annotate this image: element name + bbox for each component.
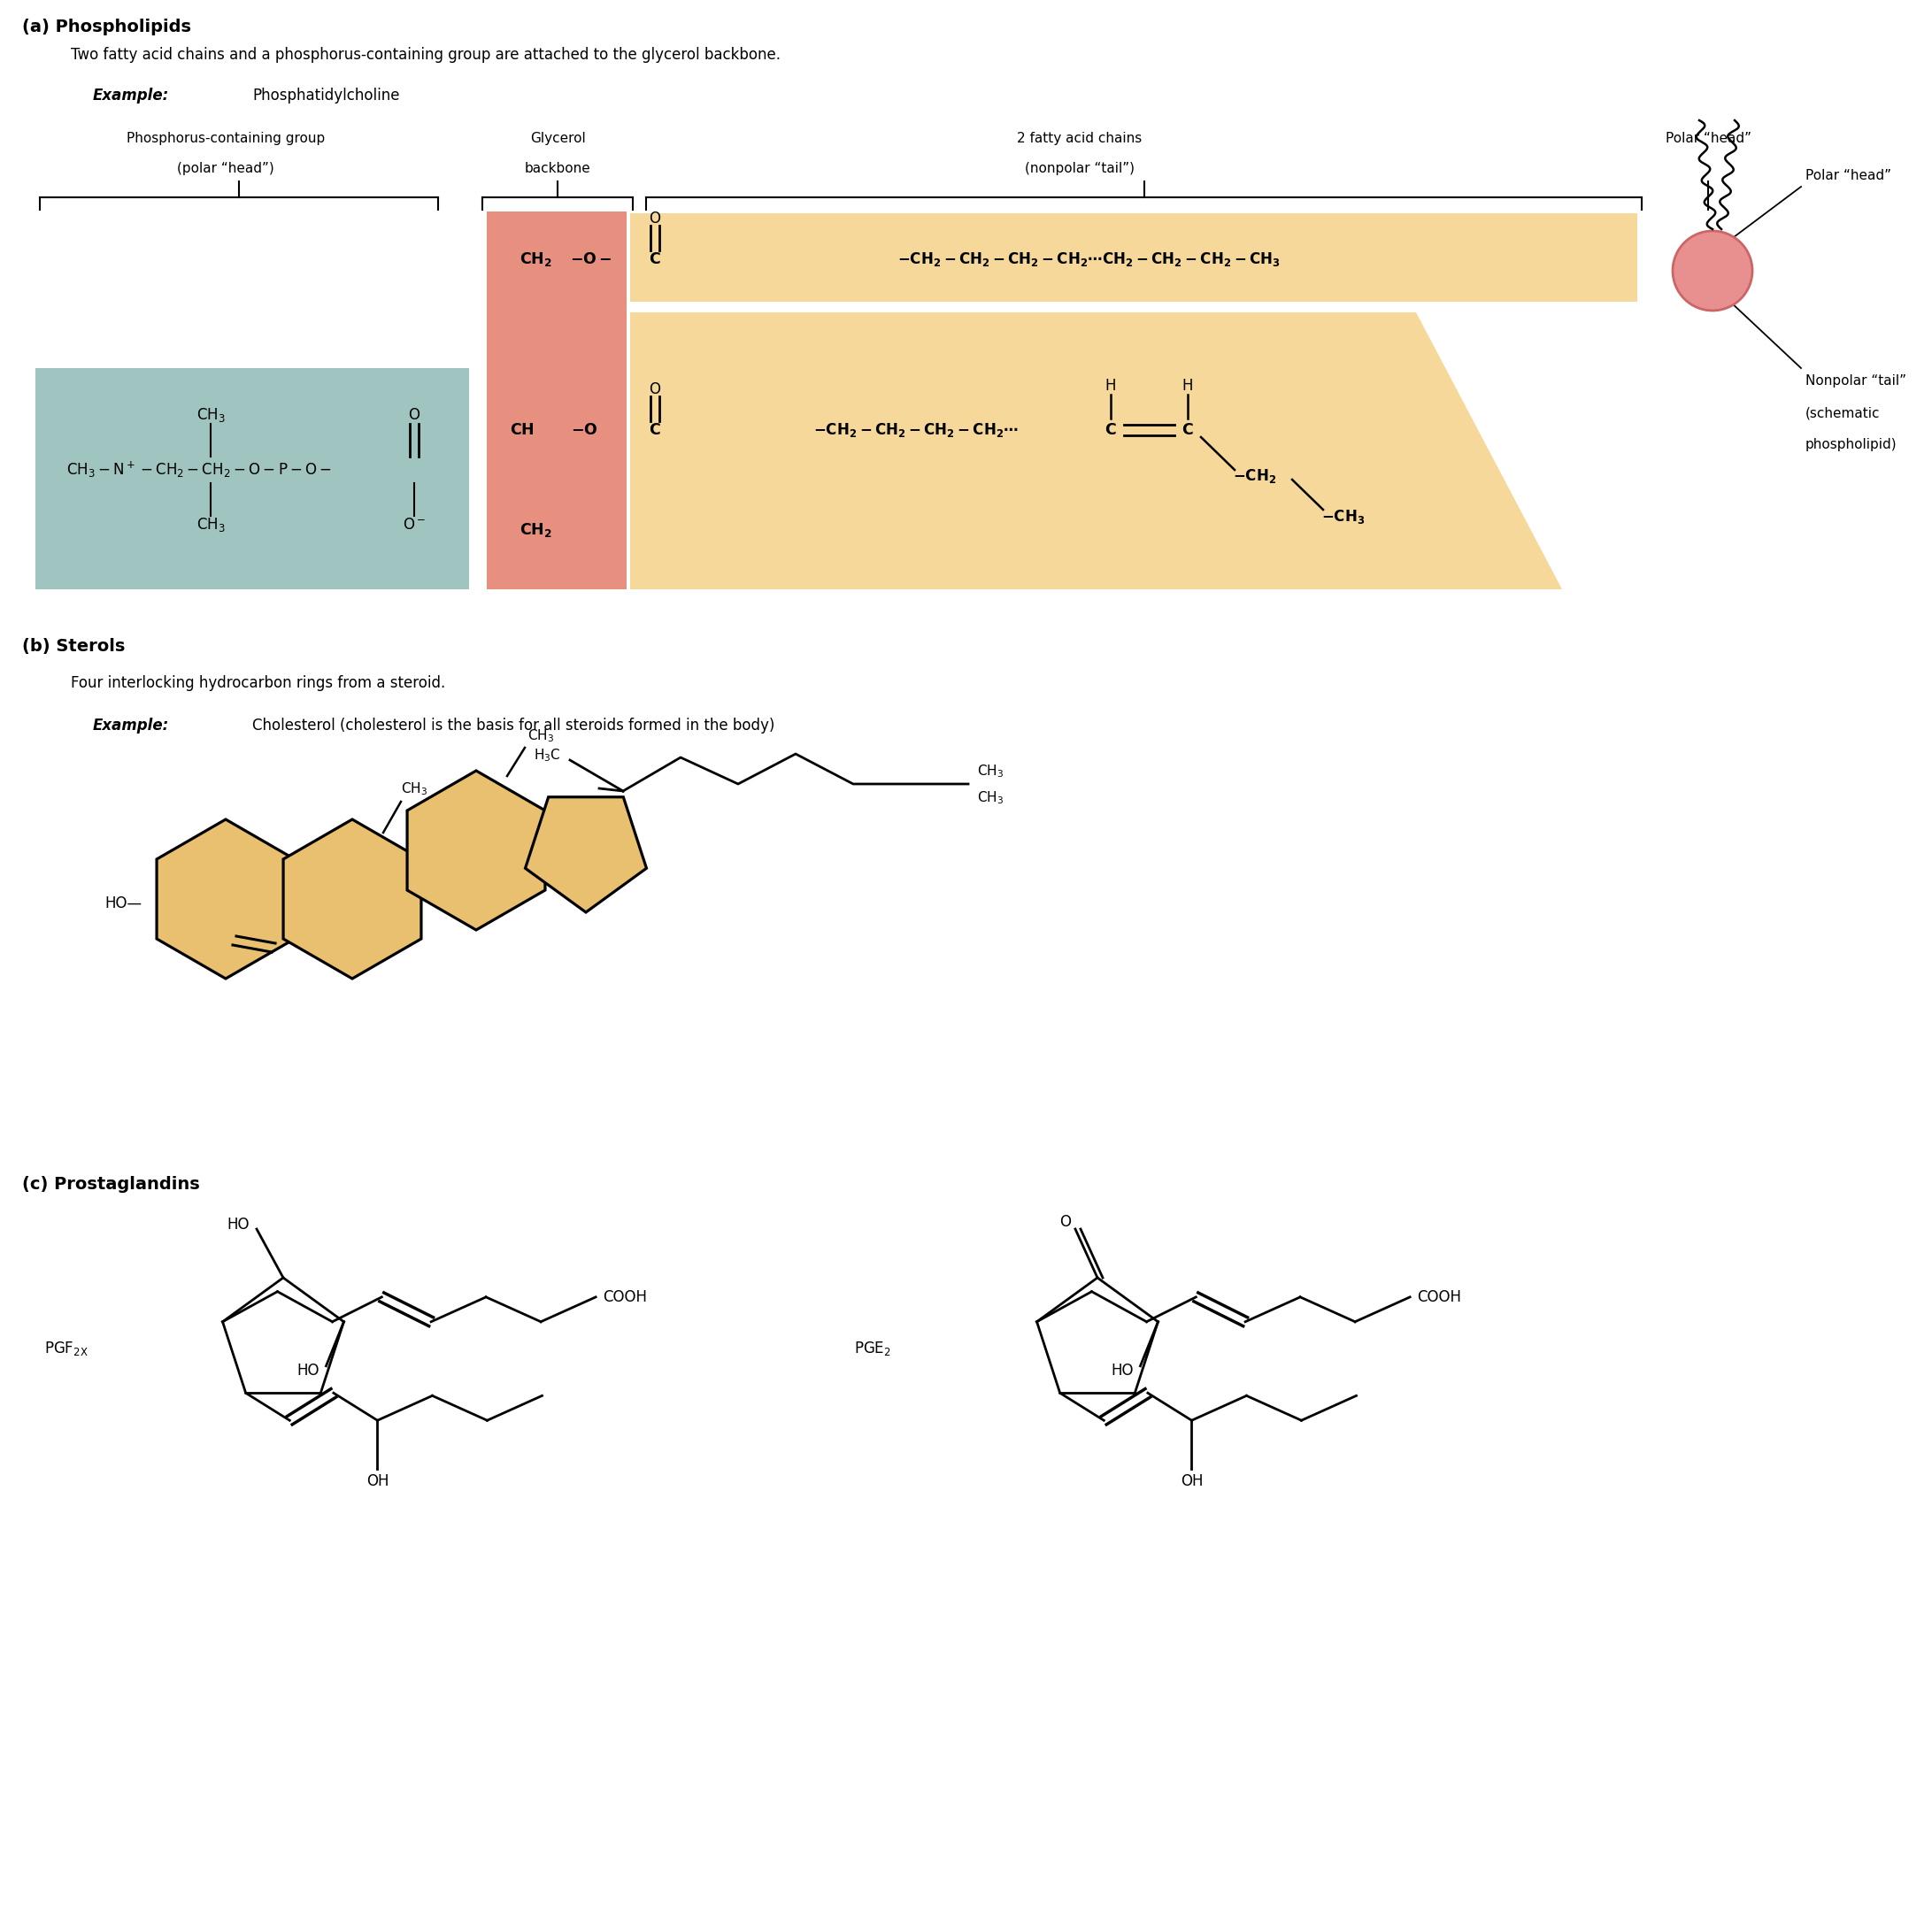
Text: O: O	[408, 407, 419, 423]
Text: backbone: backbone	[524, 161, 591, 175]
Text: (nonpolar “tail”): (nonpolar “tail”)	[1024, 161, 1134, 175]
Text: Phosphatidylcholine: Phosphatidylcholine	[253, 88, 400, 104]
Text: COOH: COOH	[603, 1289, 647, 1304]
Text: (b) Sterols: (b) Sterols	[21, 638, 126, 655]
Text: OH: OH	[1180, 1473, 1204, 1489]
Text: (c) Prostaglandins: (c) Prostaglandins	[21, 1176, 199, 1193]
Text: H: H	[1182, 378, 1194, 394]
Text: Four interlocking hydrocarbon rings from a steroid.: Four interlocking hydrocarbon rings from…	[71, 674, 446, 692]
Text: Example:: Example:	[93, 88, 170, 104]
Text: O: O	[1059, 1214, 1070, 1229]
Text: $\mathbf{C}$: $\mathbf{C}$	[649, 252, 661, 267]
Circle shape	[1673, 231, 1752, 311]
Text: $\mathrm{PGF_{2X}}$: $\mathrm{PGF_{2X}}$	[44, 1339, 89, 1358]
Text: HO: HO	[1111, 1362, 1134, 1379]
Text: $\mathbf{-CH_3}$: $\mathbf{-CH_3}$	[1321, 507, 1366, 526]
Text: $\mathrm{CH_3}-\mathrm{N^+}-\mathrm{CH_2}-\mathrm{CH_2}-\mathrm{O}-\mathrm{P}-\m: $\mathrm{CH_3}-\mathrm{N^+}-\mathrm{CH_2…	[66, 459, 332, 480]
Text: COOH: COOH	[1416, 1289, 1461, 1304]
Text: $\mathrm{PGE_2}$: $\mathrm{PGE_2}$	[854, 1339, 891, 1358]
FancyBboxPatch shape	[487, 211, 626, 590]
Text: $\mathrm{CH_3}$: $\mathrm{CH_3}$	[197, 405, 226, 425]
Polygon shape	[156, 820, 296, 978]
Text: OH: OH	[367, 1473, 388, 1489]
Text: phospholipid): phospholipid)	[1804, 438, 1897, 451]
Text: H: H	[1105, 378, 1117, 394]
Text: Two fatty acid chains and a phosphorus-containing group are attached to the glyc: Two fatty acid chains and a phosphorus-c…	[71, 46, 781, 63]
Text: $\mathrm{CH_3}$: $\mathrm{CH_3}$	[527, 728, 554, 743]
Text: $\mathrm{CH_3}$: $\mathrm{CH_3}$	[978, 763, 1005, 780]
Text: $\mathbf{C}$: $\mathbf{C}$	[1105, 423, 1117, 438]
Text: $\mathrm{H_3C}$: $\mathrm{H_3C}$	[533, 747, 560, 765]
Text: Phosphorus-containing group: Phosphorus-containing group	[126, 133, 325, 146]
Text: Glycerol: Glycerol	[529, 133, 585, 146]
Text: O: O	[649, 211, 661, 227]
Text: $\mathrm{CH_3}$: $\mathrm{CH_3}$	[978, 790, 1005, 807]
Text: (schematic: (schematic	[1804, 405, 1880, 419]
Text: $\mathbf{CH}$: $\mathbf{CH}$	[510, 423, 535, 438]
Text: $\mathbf{C}$: $\mathbf{C}$	[649, 423, 661, 438]
Text: $\mathbf{CH_2}$: $\mathbf{CH_2}$	[520, 521, 553, 540]
Text: Polar “head”: Polar “head”	[1804, 169, 1891, 182]
Polygon shape	[284, 820, 421, 978]
Polygon shape	[526, 797, 647, 912]
Text: Polar “head”: Polar “head”	[1665, 133, 1750, 146]
FancyBboxPatch shape	[630, 213, 1636, 302]
Polygon shape	[408, 770, 545, 930]
Text: (polar “head”): (polar “head”)	[178, 161, 274, 175]
Text: $\mathrm{O^-}$: $\mathrm{O^-}$	[402, 517, 425, 532]
Text: $\mathbf{-O}$: $\mathbf{-O}$	[570, 423, 597, 438]
Text: HO—: HO—	[104, 895, 141, 911]
Text: Nonpolar “tail”: Nonpolar “tail”	[1804, 375, 1907, 388]
Text: Example:: Example:	[93, 718, 170, 734]
Text: HO: HO	[226, 1216, 249, 1233]
Text: $\mathbf{CH_2}$: $\mathbf{CH_2}$	[520, 250, 553, 269]
Text: Cholesterol (cholesterol is the basis for all steroids formed in the body): Cholesterol (cholesterol is the basis fo…	[253, 718, 775, 734]
Polygon shape	[630, 313, 1563, 590]
Text: $\mathbf{-CH_2-CH_2-CH_2-CH_2{\cdots}CH_2-CH_2-CH_2-CH_3}$: $\mathbf{-CH_2-CH_2-CH_2-CH_2{\cdots}CH_…	[896, 250, 1281, 269]
Text: $\mathrm{CH_3}$: $\mathrm{CH_3}$	[402, 780, 427, 797]
Text: 2 fatty acid chains: 2 fatty acid chains	[1018, 133, 1142, 146]
Text: O: O	[649, 382, 661, 398]
Text: $\mathbf{-O-}$: $\mathbf{-O-}$	[570, 252, 612, 267]
Text: (a) Phospholipids: (a) Phospholipids	[21, 19, 191, 35]
Text: $\mathrm{CH_3}$: $\mathrm{CH_3}$	[197, 517, 226, 534]
Text: $\mathbf{-CH_2-CH_2-CH_2-CH_2{\cdots}}$: $\mathbf{-CH_2-CH_2-CH_2-CH_2{\cdots}}$	[813, 421, 1018, 438]
FancyBboxPatch shape	[35, 369, 469, 590]
Text: $\mathbf{C}$: $\mathbf{C}$	[1182, 423, 1194, 438]
Text: HO: HO	[296, 1362, 319, 1379]
Text: $\mathbf{-CH_2}$: $\mathbf{-CH_2}$	[1233, 467, 1277, 484]
